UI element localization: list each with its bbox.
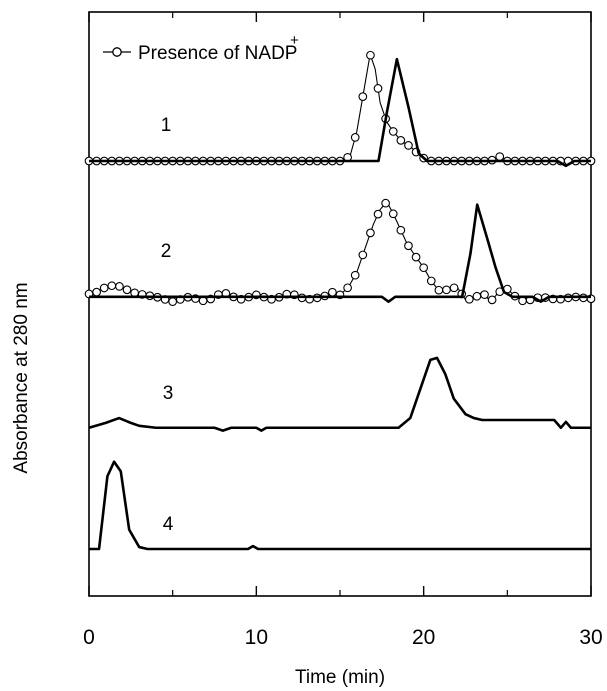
trace-2-nadp-point [168,297,178,307]
legend: Presence of NADP + [103,32,299,64]
trace-2-nadp-point [381,198,390,208]
trace-2-nadp-point [434,285,444,295]
trace-2-nadp-point [373,209,383,219]
trace-1-nadp-point [373,84,383,93]
trace-2-nadp-point [130,288,139,298]
trace-2-nadp-point [480,290,489,299]
trace-2-nadp-point [419,263,429,273]
trace-1 [84,50,596,168]
x-tick-label: 10 [245,626,268,649]
trace-2-nadp-point [411,252,421,262]
trace-2-nadp-point [472,291,482,301]
legend-marker-circle [112,47,122,57]
trace-2-nadp-point [366,228,375,238]
x-axis-tick-labels: 0 10 20 30 [83,626,603,649]
trace-4-solid-line [89,460,591,551]
trace-2-nadp-point [122,285,132,295]
trace-2-nadp-point [404,241,413,251]
trace-1-nadp-point [388,127,398,136]
trace-1-nadp-point [495,152,505,161]
trace-3 [88,356,591,432]
trace-3-solid-line [88,356,591,432]
trace-label-4: 4 [163,514,174,535]
trace-2 [84,198,596,307]
trace-label-1: 1 [161,115,172,136]
trace-2-nadp-point [107,281,117,291]
trace-1-solid-line [89,57,591,168]
trace-1-nadp-point [366,50,375,60]
trace-2-nadp-point [92,287,101,297]
trace-4 [89,460,591,551]
trace-2-nadp-point [464,294,474,304]
trace-1-nadp-point [358,92,368,101]
trace-2-nadp-point [328,287,337,297]
x-tick-label: 20 [412,626,435,649]
trace-label-2: 2 [161,241,172,262]
traces [84,50,596,551]
trace-1-nadp-point [350,133,360,142]
x-axis-title: Time (min) [295,667,385,688]
trace-2-solid-line [89,203,591,303]
trace-2-nadp-point [358,250,368,260]
x-tick-label: 30 [579,626,602,649]
trace-2-nadp-point [426,276,436,286]
trace-2-nadp-point [388,209,398,219]
x-tick-label: 0 [83,626,95,649]
trace-2-nadp-point [442,285,451,295]
y-axis-title: Absorbance at 280 nm [11,282,32,473]
trace-2-nadp-point [115,282,124,291]
trace-2-nadp-point [487,295,497,305]
trace-label-3: 3 [163,383,174,404]
legend-label: Presence of NADP [138,43,297,64]
x-axis-ticks [88,12,592,596]
trace-2-nadp-point [518,296,527,306]
trace-1-nadp-point [396,136,406,145]
trace-2-nadp-point [449,283,459,293]
trace-1-nadp-line [89,54,591,162]
trace-2-nadp-point [99,283,109,293]
trace-1-nadp-point [404,141,413,150]
trace-2-nadp-point [343,283,352,293]
trace-2-nadp-point [198,296,208,306]
trace-2-nadp-point [350,270,360,280]
legend-label-superscript: + [290,32,299,49]
plot-frame [88,11,592,597]
trace-2-nadp-point [396,225,406,235]
trace-labels: 1 2 3 4 [161,115,174,535]
